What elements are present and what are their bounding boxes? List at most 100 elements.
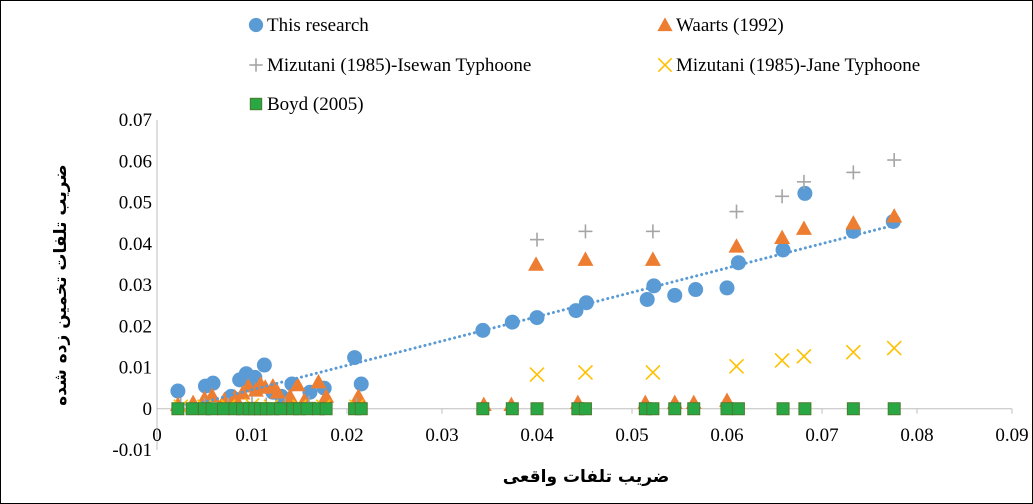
legend-label: Boyd (2005): [267, 94, 364, 115]
x-tick-label: 0.07: [805, 425, 838, 446]
square-point: [530, 402, 544, 416]
legend-marker-triangle: [657, 17, 673, 32]
legend-label: Waarts (1992): [676, 15, 784, 36]
circle-point: [719, 280, 735, 296]
y-tick-label: 0: [143, 399, 153, 420]
legend: This research Waarts (1992) Mizutani (1985…: [248, 15, 920, 115]
square-point: [217, 402, 230, 416]
triangle-point: [577, 251, 594, 266]
x-point: [774, 352, 790, 369]
legend-item: This research: [248, 15, 369, 36]
x-b: [845, 344, 861, 360]
x-point: [796, 348, 812, 364]
circle-point: [347, 350, 363, 366]
x-b: [577, 364, 594, 381]
square-point: [668, 402, 682, 416]
x-point: [886, 340, 902, 356]
legend-marker-plus: [249, 58, 263, 72]
x-tick-label: 0.05: [615, 425, 648, 446]
circle-point: [256, 357, 272, 373]
x-tick-label: 0.09: [995, 425, 1028, 446]
square-point: [687, 402, 701, 416]
square-point: [205, 402, 219, 416]
circle-point: [170, 383, 186, 399]
circle-point: [578, 295, 594, 311]
triangle-point: [845, 215, 862, 230]
triangle-point: [774, 229, 791, 244]
triangle-point: [644, 251, 661, 266]
triangle-point: [318, 388, 335, 403]
circle-point: [302, 384, 318, 400]
x-b: [657, 57, 673, 73]
square-point: [798, 402, 812, 416]
circle-point: [730, 255, 746, 271]
square-point: [720, 402, 734, 416]
y-tick-label: 0.04: [119, 234, 153, 255]
x-point: [577, 364, 594, 381]
square-point: [274, 402, 287, 416]
legend-label: This research: [267, 15, 369, 36]
x-tick-label: 0.06: [710, 425, 743, 446]
x-tick-label: 0.08: [900, 425, 933, 446]
legend-marker-x: [657, 57, 673, 73]
y-tick-label: 0.06: [119, 151, 152, 172]
y-tick-label: 0.03: [119, 275, 152, 296]
triangle-point: [795, 220, 812, 235]
circle-point: [797, 185, 813, 201]
square-point: [171, 402, 185, 416]
y-tick-label: 0.02: [119, 316, 152, 337]
triangle-point: [226, 389, 243, 404]
legend-item: Mizutani (1985)-Jane Typhoone: [657, 55, 920, 76]
x-tick-label: 0.04: [520, 425, 554, 446]
square-point: [319, 402, 333, 416]
circle-point: [639, 291, 655, 307]
x-b: [796, 348, 812, 364]
square-point: [185, 402, 199, 416]
legend-marker-circle: [248, 17, 264, 33]
plus-point: [796, 174, 811, 189]
square-point: [354, 402, 368, 416]
trendline: [176, 223, 896, 411]
legend-item: Boyd (2005): [249, 94, 364, 115]
legend-label: Mizutani (1985)-Jane Typhoone: [676, 55, 920, 76]
plus-point: [530, 232, 544, 247]
x-b: [645, 364, 661, 381]
x-point: [845, 344, 861, 360]
plus-point: [846, 165, 861, 180]
circle-point: [667, 287, 683, 303]
plus-point: [775, 189, 790, 204]
square-point: [646, 402, 660, 416]
x-tick-label: 0.02: [330, 425, 363, 446]
y-tick-label: -0.01: [112, 440, 152, 461]
triangle-point: [728, 238, 745, 253]
legend-label: Mizutani (1985)-Isewan Typhoone: [267, 55, 531, 76]
series-square: [171, 402, 901, 416]
circle-point: [775, 242, 791, 258]
square-point: [731, 402, 745, 416]
square-point: [887, 402, 901, 416]
circle-point: [205, 375, 221, 391]
triangle-point: [310, 373, 327, 389]
triangle-point: [289, 376, 306, 392]
x-point: [529, 366, 545, 383]
circle-point: [646, 278, 662, 294]
triangle-point: [886, 208, 903, 223]
x-point: [728, 358, 745, 374]
series-circle: [170, 185, 901, 404]
y-tick-label: 0.05: [119, 193, 152, 214]
circle-point: [353, 376, 369, 392]
y-tick-label: 0.07: [119, 110, 152, 131]
y-tick-label: 0.01: [119, 358, 152, 379]
y-axis-title: ضریب تلفات تخمین زده شده: [51, 164, 71, 405]
x-tick-label: 0: [152, 425, 162, 446]
x-b: [529, 366, 545, 383]
plot-area: [169, 153, 903, 416]
x-axis-title: ضریب تلفات واقعی: [503, 467, 670, 487]
circle-point: [688, 282, 704, 298]
square-point: [846, 402, 860, 416]
plus-point: [887, 153, 902, 168]
square-point: [300, 402, 314, 416]
